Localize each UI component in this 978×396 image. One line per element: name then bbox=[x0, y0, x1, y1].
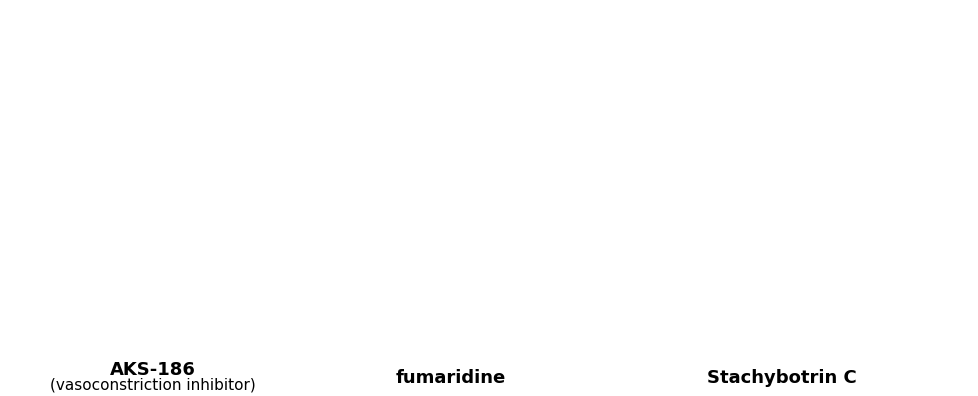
Text: fumaridine: fumaridine bbox=[395, 369, 505, 386]
Text: AKS-186: AKS-186 bbox=[110, 361, 196, 379]
Text: (vasoconstriction inhibitor): (vasoconstriction inhibitor) bbox=[50, 378, 255, 393]
Text: Stachybotrin C: Stachybotrin C bbox=[707, 369, 857, 386]
